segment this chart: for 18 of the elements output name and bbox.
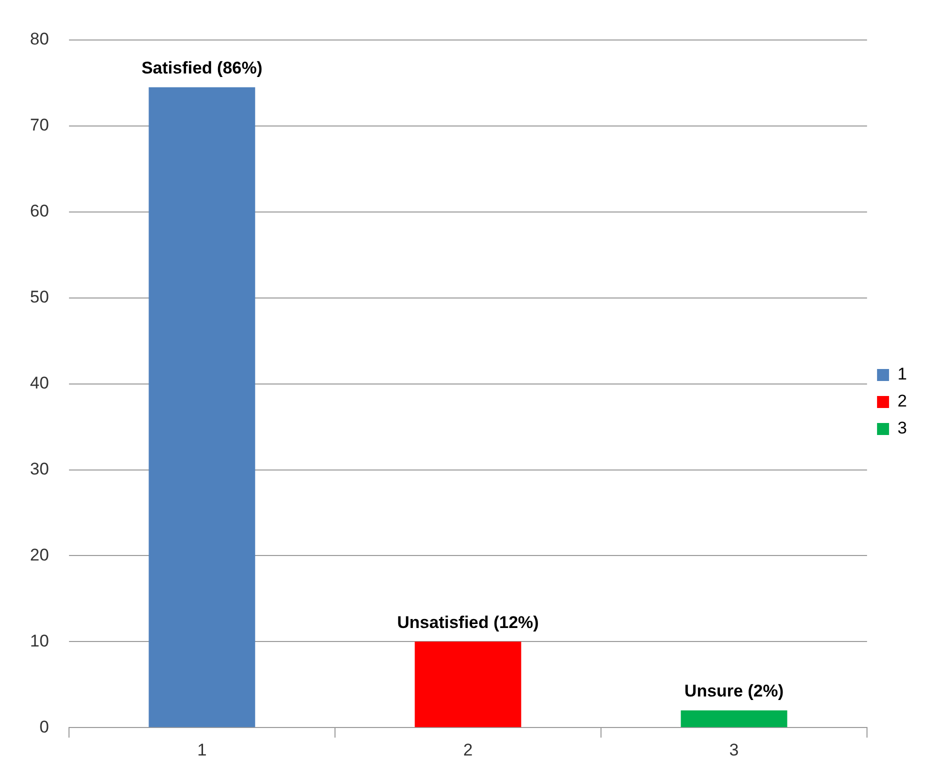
y-tick-label: 10: [30, 631, 49, 650]
y-tick-label: 20: [30, 545, 49, 564]
y-tick-label: 60: [30, 202, 49, 221]
legend-label: 1: [898, 364, 908, 384]
legend-label: 3: [898, 418, 908, 438]
y-tick-label: 70: [30, 116, 49, 135]
annotation: Unsure (2%): [684, 682, 784, 701]
y-tick-label: 30: [30, 459, 49, 478]
legend-label: 2: [898, 392, 908, 411]
annotation: Satisfied (86%): [141, 58, 262, 78]
x-tick-label: 3: [729, 740, 739, 760]
y-tick-label: 80: [30, 30, 49, 49]
annotation: Unsatisfied (12%): [397, 612, 539, 632]
x-tick-label: 1: [197, 740, 207, 760]
x-tick-label: 2: [463, 740, 473, 760]
y-tick-label: 0: [39, 717, 49, 736]
y-tick-label: 50: [30, 288, 49, 307]
y-tick-label: 40: [30, 373, 49, 392]
